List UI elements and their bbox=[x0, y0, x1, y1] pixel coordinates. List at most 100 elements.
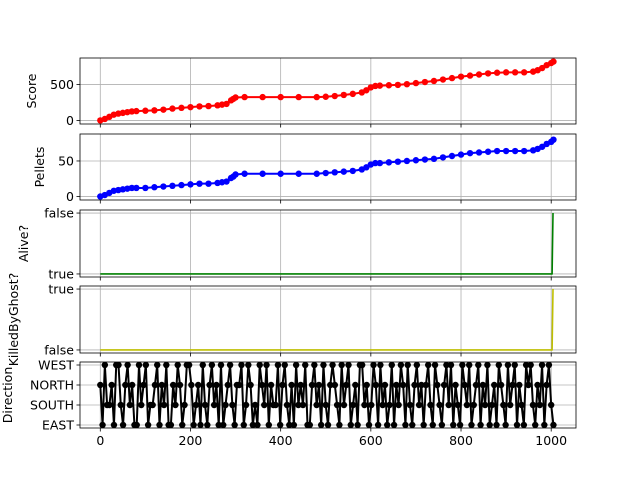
data-point bbox=[160, 401, 168, 409]
data-point bbox=[534, 381, 541, 389]
data-point bbox=[516, 381, 523, 389]
data-point bbox=[295, 93, 302, 101]
data-point bbox=[493, 147, 501, 155]
y-tick-label: SOUTH bbox=[30, 398, 74, 413]
data-point bbox=[205, 180, 212, 187]
data-point bbox=[425, 362, 432, 369]
data-point bbox=[238, 362, 245, 369]
data-point bbox=[338, 362, 345, 369]
data-point bbox=[276, 421, 284, 428]
y-tick-label: false bbox=[44, 342, 74, 357]
data-point bbox=[354, 421, 361, 428]
data-point bbox=[439, 76, 447, 83]
x-tick-label: 0 bbox=[96, 433, 104, 448]
data-point bbox=[288, 381, 295, 389]
y-tick-label: false bbox=[44, 206, 74, 221]
data-point bbox=[336, 421, 343, 428]
data-point bbox=[160, 183, 167, 190]
data-point bbox=[242, 401, 250, 409]
data-point bbox=[504, 362, 512, 369]
data-point bbox=[263, 362, 270, 369]
data-point bbox=[135, 362, 143, 369]
data-point bbox=[493, 69, 501, 76]
data-point bbox=[327, 381, 334, 389]
y-axis-label: Alive? bbox=[16, 225, 31, 262]
data-point bbox=[427, 401, 434, 409]
data-point bbox=[532, 421, 539, 428]
data-point bbox=[352, 381, 359, 389]
data-point bbox=[331, 381, 339, 389]
data-point bbox=[545, 362, 553, 369]
data-point bbox=[187, 103, 194, 111]
data-point bbox=[174, 362, 181, 369]
data-point bbox=[385, 159, 393, 166]
data-point bbox=[511, 362, 518, 369]
data-point bbox=[394, 81, 402, 89]
data-point bbox=[520, 421, 528, 428]
data-point bbox=[195, 381, 202, 389]
data-point bbox=[231, 421, 238, 428]
data-point bbox=[142, 362, 150, 369]
data-point bbox=[459, 362, 466, 369]
data-point bbox=[286, 421, 293, 428]
series-line bbox=[99, 60, 554, 122]
data-point bbox=[247, 381, 254, 389]
data-point bbox=[415, 401, 423, 409]
data-point bbox=[133, 184, 140, 192]
data-point bbox=[412, 157, 420, 164]
data-point bbox=[169, 105, 176, 112]
data-point bbox=[421, 78, 429, 86]
data-point bbox=[119, 421, 127, 428]
data-point bbox=[322, 169, 329, 177]
data-point bbox=[258, 381, 266, 389]
data-point bbox=[223, 178, 230, 185]
data-point bbox=[395, 401, 402, 409]
data-point bbox=[522, 362, 530, 369]
data-point bbox=[331, 169, 338, 176]
data-point bbox=[117, 401, 124, 409]
data-point bbox=[513, 421, 521, 428]
data-point bbox=[421, 156, 429, 163]
data-point bbox=[541, 421, 548, 428]
series-group bbox=[97, 58, 557, 124]
data-point bbox=[457, 73, 465, 80]
data-point bbox=[232, 171, 239, 178]
data-point bbox=[222, 401, 229, 409]
axes-frame bbox=[79, 133, 577, 201]
data-point bbox=[472, 381, 480, 389]
data-point bbox=[440, 381, 448, 389]
data-point bbox=[349, 90, 356, 98]
data-point bbox=[290, 421, 298, 428]
series-line bbox=[99, 364, 555, 426]
axes-frame bbox=[79, 209, 577, 278]
data-point bbox=[308, 381, 316, 389]
data-point bbox=[142, 107, 149, 114]
data-point bbox=[295, 170, 302, 177]
data-point bbox=[322, 401, 329, 409]
data-point bbox=[322, 93, 329, 100]
data-point bbox=[475, 71, 483, 78]
data-point bbox=[340, 168, 347, 175]
data-point bbox=[108, 381, 115, 389]
data-point bbox=[475, 149, 483, 156]
data-point bbox=[379, 401, 386, 409]
data-point bbox=[281, 362, 288, 369]
data-point bbox=[99, 421, 106, 428]
data-point bbox=[372, 159, 379, 167]
series-line bbox=[99, 138, 555, 198]
data-point bbox=[324, 421, 332, 428]
data-point bbox=[197, 421, 204, 428]
data-point bbox=[445, 401, 452, 409]
data-point bbox=[151, 381, 159, 389]
data-point bbox=[403, 80, 411, 88]
data-point bbox=[484, 70, 492, 77]
data-point bbox=[144, 421, 152, 428]
data-point bbox=[506, 401, 514, 409]
data-point bbox=[525, 381, 532, 389]
data-point bbox=[457, 151, 465, 158]
data-point bbox=[403, 157, 411, 165]
data-point bbox=[370, 362, 377, 369]
y-tick-label: true bbox=[48, 282, 74, 297]
data-point bbox=[215, 421, 222, 428]
